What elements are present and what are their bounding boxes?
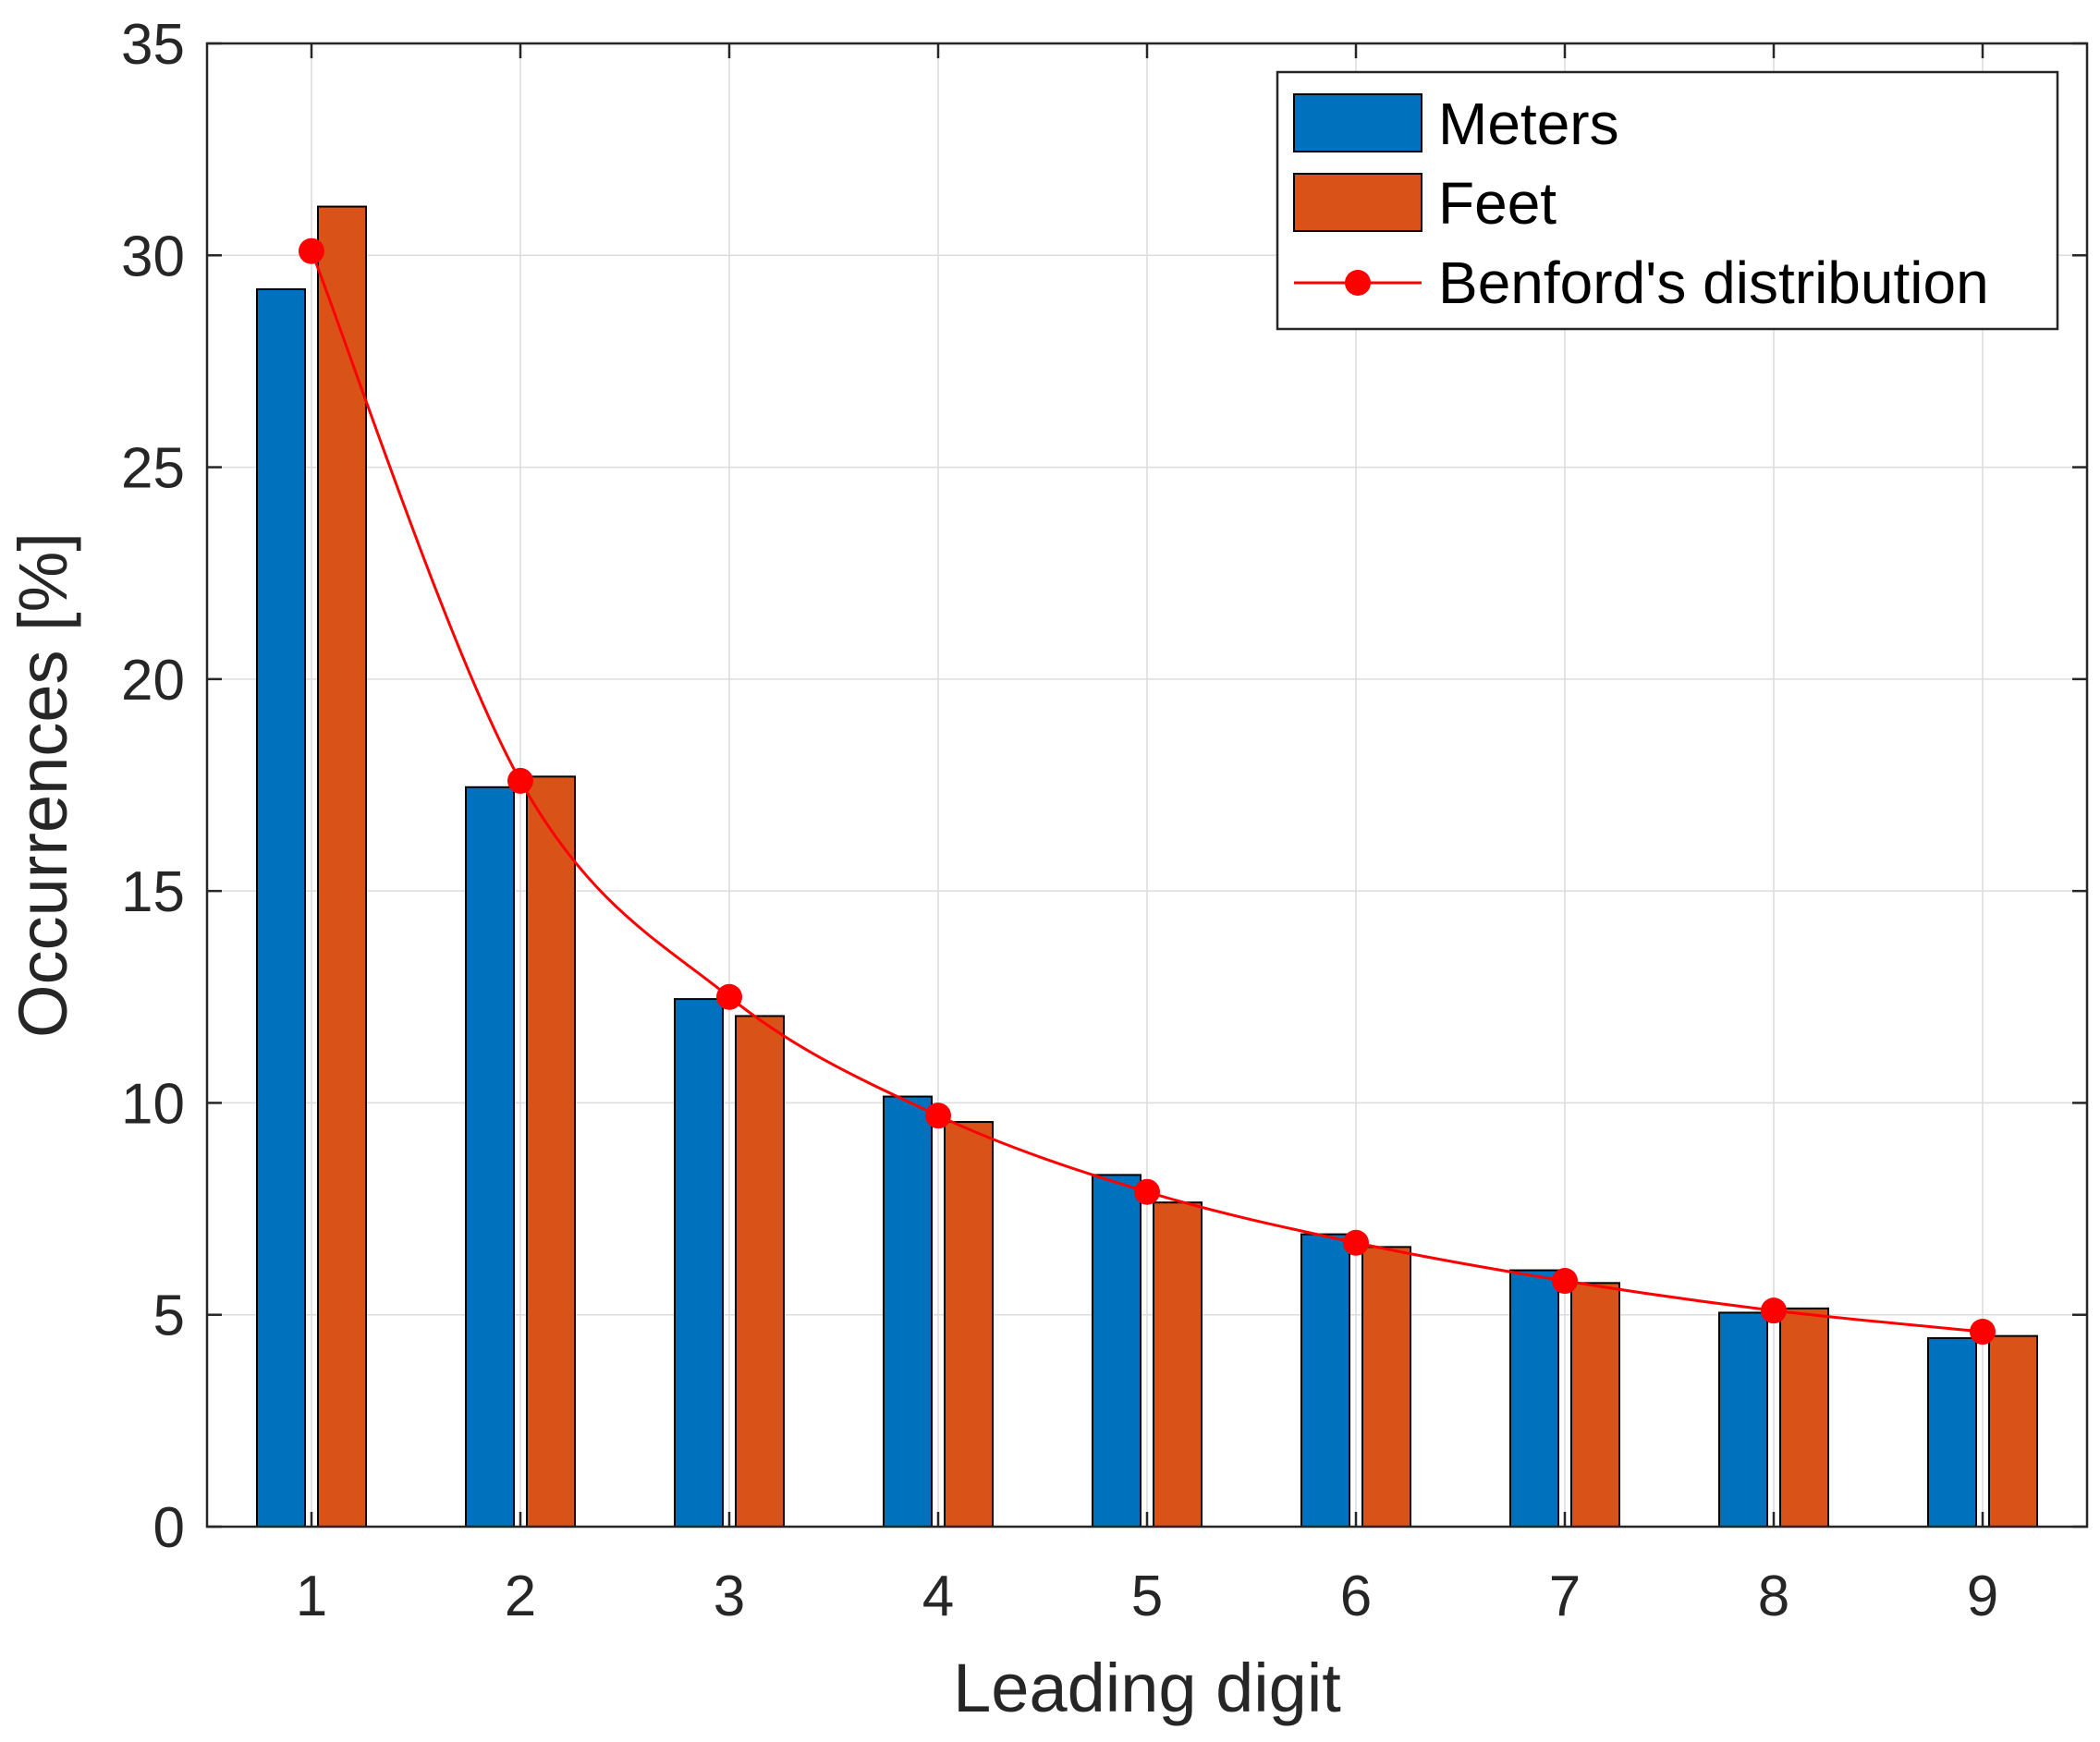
benford-point-3 bbox=[716, 983, 742, 1010]
benford-line-layer bbox=[299, 238, 1996, 1346]
benford-point-4 bbox=[925, 1102, 951, 1129]
legend-swatch-feet bbox=[1293, 173, 1422, 232]
y-tick-label-15: 15 bbox=[121, 860, 185, 924]
bar-feet-3 bbox=[735, 1015, 785, 1528]
bar-feet-8 bbox=[1779, 1307, 1829, 1528]
benford-point-6 bbox=[1343, 1229, 1369, 1256]
y-axis-label: Occurrences [%] bbox=[5, 532, 81, 1038]
y-tick-label-25: 25 bbox=[121, 437, 185, 501]
x-tick-label-7: 7 bbox=[1549, 1565, 1581, 1628]
bar-feet-4 bbox=[944, 1121, 994, 1529]
bar-meters-8 bbox=[1718, 1311, 1768, 1528]
bar-meters-2 bbox=[465, 786, 515, 1528]
tick-labels: 0 5 10 15 20 25 30 35 1 2 3 4 5 6 7 8 9 bbox=[121, 13, 1998, 1628]
bar-feet-5 bbox=[1153, 1201, 1203, 1528]
x-tick-label-2: 2 bbox=[505, 1565, 536, 1628]
y-tick-label-10: 10 bbox=[121, 1072, 185, 1136]
bar-meters-5 bbox=[1092, 1174, 1142, 1529]
bar-meters-3 bbox=[674, 998, 724, 1529]
legend-label-benford: Benford's distribution bbox=[1438, 250, 1989, 316]
legend-label-meters: Meters bbox=[1438, 91, 1619, 157]
x-tick-label-4: 4 bbox=[922, 1565, 954, 1628]
bar-feet-2 bbox=[526, 775, 576, 1528]
benford-point-9 bbox=[1970, 1319, 1996, 1346]
bar-meters-9 bbox=[1927, 1336, 1977, 1528]
bar-feet-9 bbox=[1988, 1334, 2038, 1528]
benford-point-1 bbox=[299, 238, 324, 264]
legend-swatch-meters bbox=[1293, 93, 1422, 152]
x-tick-label-6: 6 bbox=[1340, 1565, 1372, 1628]
bar-meters-4 bbox=[883, 1095, 933, 1529]
bar-feet-7 bbox=[1570, 1282, 1620, 1528]
x-axis-label: Leading digit bbox=[953, 1650, 1341, 1726]
axes bbox=[205, 42, 2089, 1529]
x-tick-label-8: 8 bbox=[1758, 1565, 1789, 1628]
bar-meters-7 bbox=[1509, 1269, 1559, 1529]
bars bbox=[256, 205, 2038, 1529]
bar-meters-1 bbox=[256, 287, 306, 1528]
bar-feet-6 bbox=[1361, 1246, 1411, 1529]
y-tick-label-20: 20 bbox=[121, 649, 185, 713]
benford-point-8 bbox=[1761, 1297, 1787, 1324]
legend-marker-benford bbox=[1345, 270, 1371, 296]
legend: Meters Feet Benford's distribution bbox=[1276, 70, 2059, 331]
x-tick-label-9: 9 bbox=[1967, 1565, 1998, 1628]
y-tick-label-5: 5 bbox=[153, 1285, 185, 1348]
x-tick-label-5: 5 bbox=[1131, 1565, 1163, 1628]
legend-label-feet: Feet bbox=[1438, 170, 1557, 237]
bar-feet-1 bbox=[317, 205, 367, 1528]
benford-point-5 bbox=[1134, 1178, 1160, 1205]
bar-meters-6 bbox=[1300, 1233, 1350, 1528]
benford-point-7 bbox=[1552, 1268, 1578, 1295]
y-tick-label-35: 35 bbox=[121, 13, 185, 77]
y-tick-label-30: 30 bbox=[121, 225, 185, 288]
x-tick-label-1: 1 bbox=[296, 1565, 327, 1628]
benford-point-2 bbox=[507, 767, 533, 794]
x-tick-label-3: 3 bbox=[714, 1565, 745, 1628]
y-tick-label-0: 0 bbox=[153, 1496, 185, 1560]
